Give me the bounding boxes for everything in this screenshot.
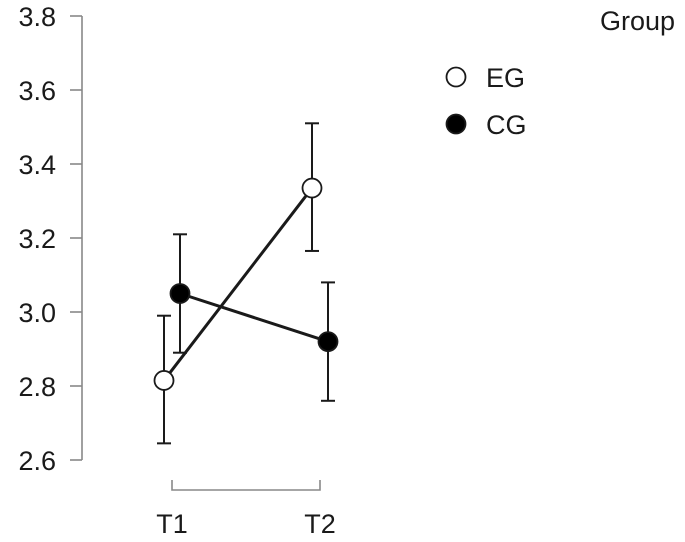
y-tick-label: 3.6 (18, 76, 56, 106)
y-tick-label: 3.0 (18, 298, 56, 328)
series-line-cg (179, 292, 329, 344)
legend-label-cg: CG (486, 110, 527, 140)
legend-marker-eg (445, 66, 467, 88)
x-axis-bracket (171, 480, 321, 491)
y-axis-ticks: 2.6 2.8 3.0 3.2 3.4 3.6 3.8 (18, 2, 82, 476)
series-lines (162, 187, 329, 382)
data-point-eg (153, 370, 175, 391)
y-tick-label: 2.8 (18, 372, 56, 402)
x-tick-label: T2 (304, 509, 336, 539)
data-point-eg (301, 177, 323, 199)
x-axis-tick-labels: T1 T2 (156, 509, 336, 539)
data-point-cg (169, 283, 191, 304)
data-point-cg (317, 331, 339, 353)
x-tick-label: T1 (156, 509, 188, 539)
y-tick-label: 2.6 (18, 446, 56, 476)
legend: Group EG CG (445, 6, 675, 140)
y-tick-label: 3.8 (18, 2, 56, 32)
error-bars (157, 122, 335, 445)
y-tick-label: 3.2 (18, 224, 56, 254)
data-points (153, 177, 339, 391)
legend-title: Group (600, 6, 675, 36)
legend-marker-cg (445, 113, 467, 135)
legend-items: EG CG (445, 63, 527, 140)
legend-label-eg: EG (486, 63, 525, 93)
y-tick-label: 3.4 (18, 150, 56, 180)
plot-area (153, 122, 339, 445)
series-line-eg (162, 187, 314, 382)
